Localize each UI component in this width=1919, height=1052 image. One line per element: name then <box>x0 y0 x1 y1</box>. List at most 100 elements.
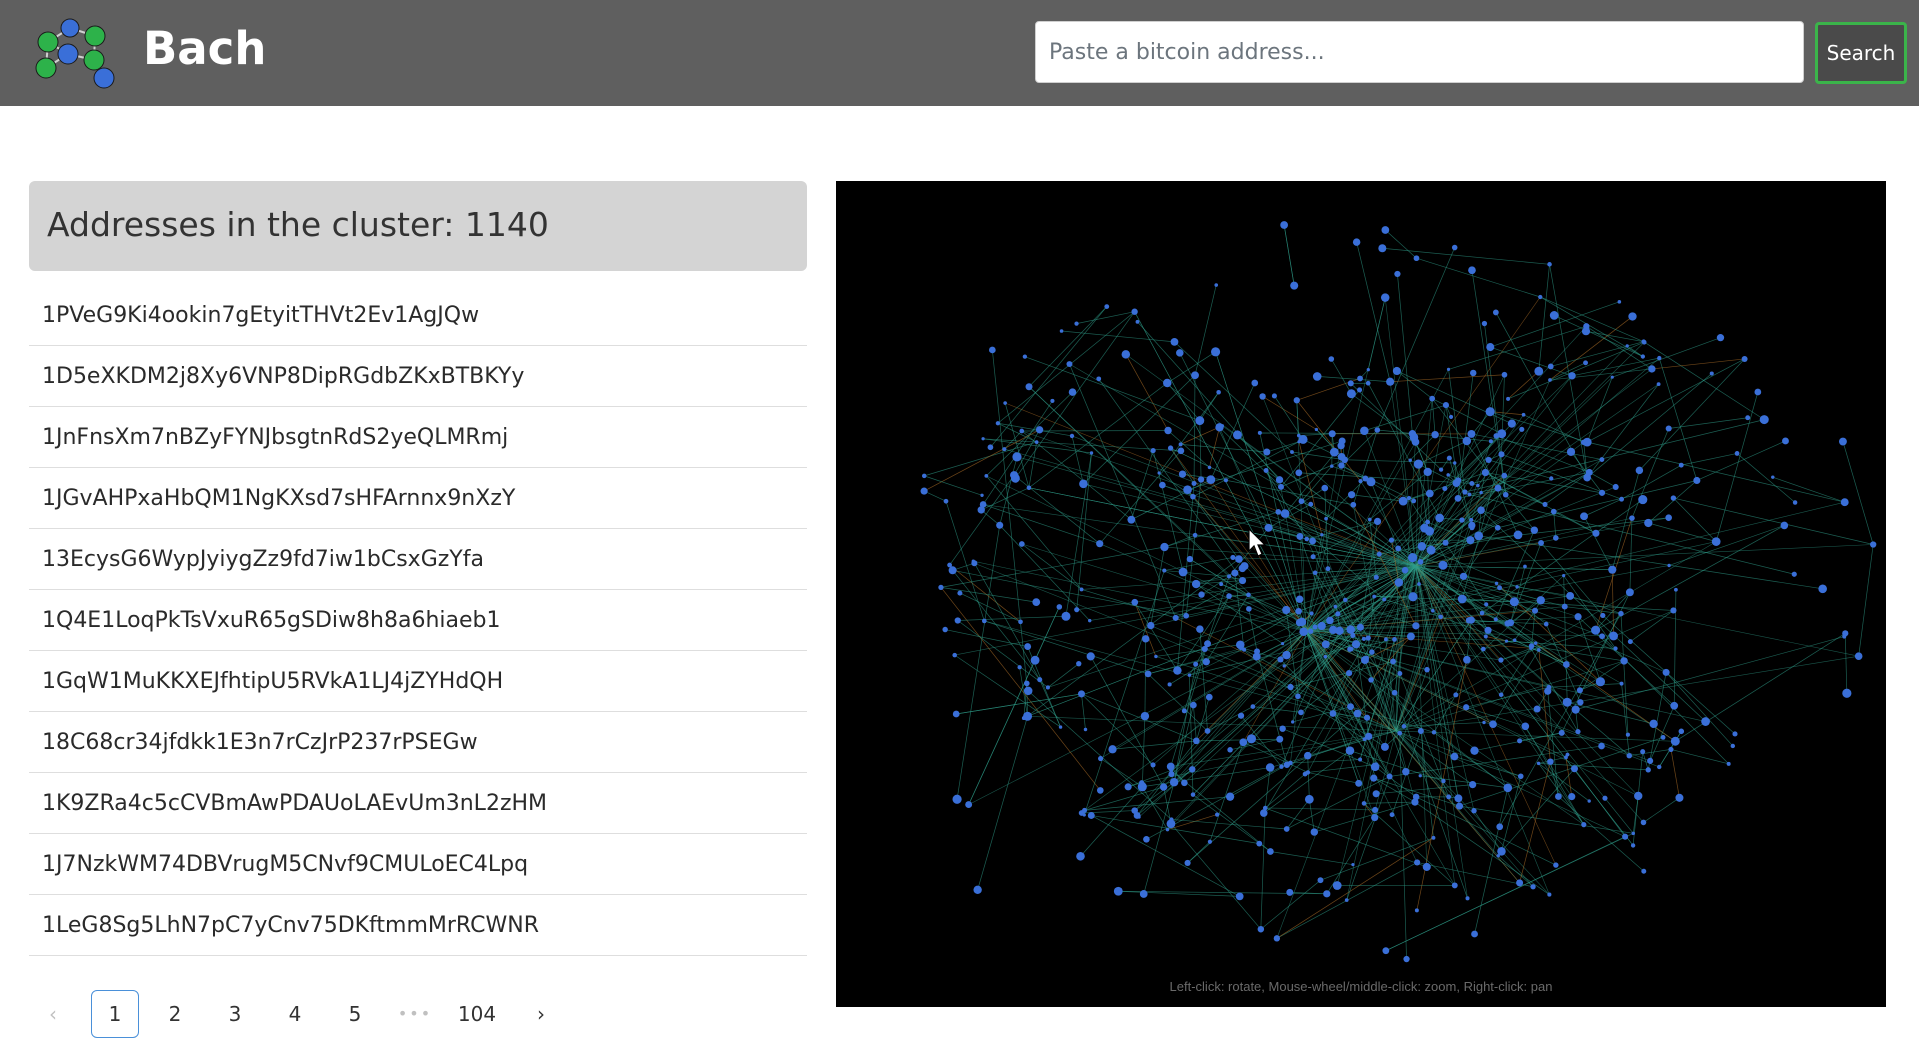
graph-node <box>1223 478 1228 483</box>
graph-node <box>996 521 1004 529</box>
brand-title[interactable]: Bach <box>143 22 267 75</box>
graph-edge <box>1260 879 1321 930</box>
graph-node <box>1345 746 1355 755</box>
graph-node <box>1479 490 1483 495</box>
graph-edge <box>1099 543 1307 632</box>
bach-logo-icon[interactable] <box>32 18 124 90</box>
network-graph[interactable] <box>836 181 1886 1007</box>
graph-node <box>1649 719 1658 729</box>
graph-edge <box>991 349 1028 684</box>
graph-edge <box>1199 629 1208 732</box>
graph-node <box>1543 621 1549 627</box>
graph-edge <box>1415 796 1557 866</box>
graph-node <box>1186 555 1194 563</box>
address-list-item[interactable]: 1GqW1MuKKXEJfhtipU5RVkA1LJ4jZYHdQH <box>29 651 807 712</box>
graph-node <box>1066 361 1073 368</box>
page-button-5[interactable]: 5 <box>348 1002 362 1026</box>
graph-node <box>1734 451 1740 456</box>
graph-edge <box>1177 595 1230 671</box>
graph-node <box>979 501 987 508</box>
graph-edge <box>1237 434 1302 502</box>
graph-edge <box>1284 513 1385 600</box>
address-list-item[interactable]: 1JGvAHPxaHbQM1NgKXsd7sHFArnnx9nXzY <box>29 468 807 529</box>
graph-edge <box>1028 487 1417 567</box>
graph-edge <box>1164 511 1279 548</box>
address-list-item[interactable]: 13EcysG6WypJyiygZz9fd7iw1bCsxGzYfa <box>29 529 807 590</box>
graph-node <box>1513 530 1523 540</box>
graph-edge <box>1164 546 1417 567</box>
graph-edge <box>1189 558 1249 596</box>
graph-node <box>1583 360 1588 366</box>
cluster-graph-canvas[interactable]: Left-click: rotate, Mouse-wheel/middle-c… <box>836 181 1886 1007</box>
graph-node <box>1442 539 1449 546</box>
graph-node <box>1638 495 1648 505</box>
page-button-3[interactable]: 3 <box>228 1002 242 1026</box>
graph-edge <box>1071 435 1084 484</box>
graph-edge <box>1565 757 1573 797</box>
address-list-item[interactable]: 1J7NzkWM74DBVrugM5CNvf9CMULoEC4Lpq <box>29 834 807 895</box>
graph-node <box>1034 440 1039 444</box>
graph-edge <box>1466 620 1472 660</box>
graph-node <box>1498 692 1504 698</box>
page-button-2[interactable]: 2 <box>168 1002 182 1026</box>
graph-node <box>1549 311 1559 320</box>
address-list-item[interactable]: 1PVeG9Ki4ookin7gEtyitTHVt2Ev1AgJQw <box>29 285 807 346</box>
graph-node <box>1608 565 1617 574</box>
graph-node <box>1295 607 1302 615</box>
graph-node <box>1576 687 1583 694</box>
address-list-item[interactable]: 1JnFnsXm7nBZyFYNJbsgtnRdS2yeQLMRmj <box>29 407 807 468</box>
graph-node <box>1424 666 1430 673</box>
graph-node <box>1566 592 1575 600</box>
graph-edge <box>1696 440 1786 481</box>
graph-node <box>1587 799 1591 803</box>
address-search-input[interactable] <box>1035 21 1804 83</box>
graph-nodes[interactable] <box>920 221 1877 963</box>
graph-edge <box>974 562 1397 732</box>
address-list-item[interactable]: 1D5eXKDM2j8Xy6VNP8DipRGdbZKxBTBKYy <box>29 346 807 407</box>
address-list-item[interactable]: 18C68cr34jfdkk1E3n7rCzJrP237rPSEGw <box>29 712 807 773</box>
graph-node <box>1167 445 1174 451</box>
graph-edge <box>1626 345 1644 357</box>
graph-node <box>1050 398 1055 403</box>
graph-node <box>1670 495 1677 501</box>
graph-edge <box>1445 405 1456 464</box>
graph-node <box>1484 626 1492 634</box>
graph-edge <box>1264 767 1271 809</box>
graph-edge <box>1364 801 1415 804</box>
graph-edge <box>1384 297 1417 567</box>
graph-edge <box>1276 837 1434 939</box>
page-ellipsis[interactable]: ••• <box>397 1004 433 1023</box>
address-list-item[interactable]: 1Q4E1LoqPkTsVxuR65gSDiw8h8a6hiaeb1 <box>29 590 807 651</box>
page-button-last[interactable]: 104 <box>457 1002 497 1026</box>
graph-node <box>1304 794 1314 804</box>
graph-node <box>954 617 961 624</box>
graph-edge <box>1331 465 1366 479</box>
graph-edge <box>1420 561 1434 611</box>
graph-node <box>1364 655 1369 661</box>
graph-node <box>1190 792 1196 797</box>
graph-node <box>1459 572 1468 580</box>
graph-node <box>1283 826 1290 832</box>
graph-node <box>1422 862 1431 871</box>
graph-node <box>1347 703 1354 711</box>
graph-edge <box>923 490 947 502</box>
graph-edge <box>1301 500 1417 567</box>
graph-node <box>1337 442 1345 450</box>
graph-node <box>1309 537 1317 545</box>
graph-edge <box>1415 414 1524 567</box>
graph-edge <box>1471 475 1505 526</box>
search-button[interactable]: Search <box>1815 22 1907 84</box>
prev-page-button[interactable]: ‹ <box>49 1002 57 1026</box>
next-page-button[interactable]: › <box>537 1002 545 1026</box>
page-button-1[interactable]: 1 <box>91 990 139 1038</box>
cluster-count-header: Addresses in the cluster: 1140 <box>29 181 807 271</box>
graph-node <box>1454 494 1462 502</box>
address-list-item[interactable]: 1K9ZRa4c5cCVBmAwPDAUoLAEvUm3nL2zHM <box>29 773 807 834</box>
address-list-item[interactable]: 1LeG8Sg5LhN7pC7yCnv75DKftmmMrRCWNR <box>29 895 807 956</box>
graph-node <box>1674 587 1678 592</box>
graph-node <box>1254 648 1261 655</box>
graph-edge <box>1363 803 1456 886</box>
graph-node <box>1032 598 1041 607</box>
graph-node <box>1210 347 1221 357</box>
page-button-4[interactable]: 4 <box>288 1002 302 1026</box>
